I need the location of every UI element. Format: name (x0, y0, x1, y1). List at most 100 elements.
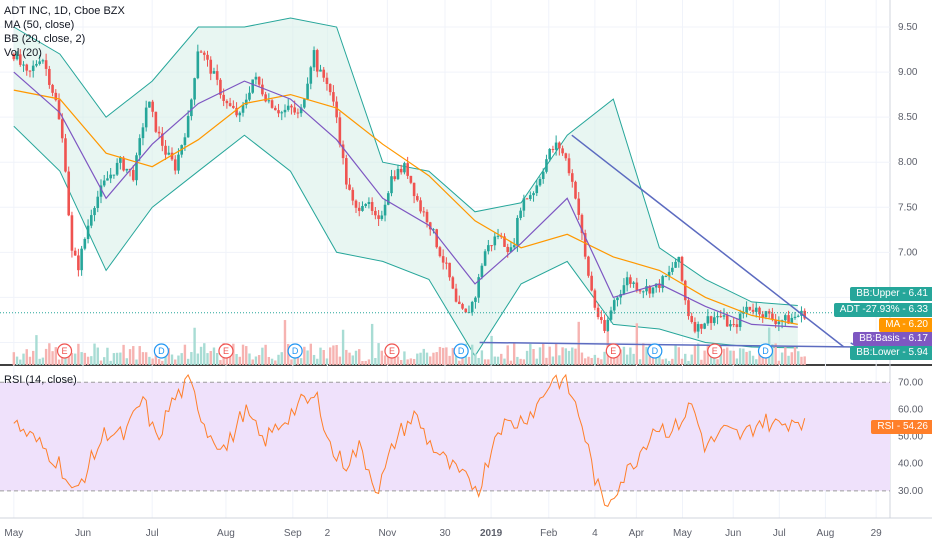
candle[interactable] (138, 134, 142, 162)
candle[interactable] (461, 302, 464, 310)
candle[interactable] (493, 231, 497, 251)
candle[interactable] (199, 49, 203, 53)
candle[interactable] (641, 290, 645, 299)
candle[interactable] (590, 271, 593, 292)
candle[interactable] (77, 248, 80, 277)
candle[interactable] (54, 89, 58, 102)
dividend-marker[interactable]: D (153, 343, 169, 359)
candle[interactable] (22, 61, 25, 72)
candle[interactable] (690, 312, 694, 324)
candle[interactable] (709, 315, 713, 330)
candle[interactable] (561, 145, 564, 156)
candle[interactable] (335, 96, 338, 124)
candle[interactable] (377, 209, 380, 227)
candle[interactable] (687, 296, 690, 320)
candle[interactable] (348, 177, 351, 191)
candle[interactable] (558, 141, 561, 156)
candle[interactable] (529, 191, 532, 201)
candle[interactable] (435, 228, 438, 249)
candle[interactable] (600, 310, 603, 324)
candle[interactable] (632, 281, 635, 288)
candle[interactable] (286, 98, 290, 112)
candle[interactable] (261, 78, 264, 97)
rsi-pane[interactable]: 30.00 40.00 50.00 60.00 70.00 (0, 373, 923, 508)
candle[interactable] (125, 168, 129, 173)
candle[interactable] (545, 154, 548, 174)
candle[interactable] (370, 197, 374, 216)
candle[interactable] (700, 323, 703, 334)
candle[interactable] (309, 65, 313, 90)
candle[interactable] (603, 314, 606, 334)
candle[interactable] (651, 287, 655, 298)
candle[interactable] (283, 104, 287, 118)
candle[interactable] (144, 100, 148, 132)
candle[interactable] (483, 249, 487, 267)
earnings-marker[interactable]: E (218, 343, 234, 359)
candle[interactable] (322, 67, 326, 82)
candle[interactable] (713, 311, 716, 326)
candle[interactable] (338, 111, 342, 148)
candle[interactable] (90, 209, 93, 229)
candle[interactable] (112, 174, 116, 179)
candle[interactable] (277, 103, 280, 118)
candle[interactable] (109, 167, 112, 184)
candle[interactable] (525, 197, 529, 200)
candle[interactable] (667, 265, 671, 281)
candle[interactable] (244, 93, 248, 109)
earnings-marker[interactable]: E (56, 343, 73, 359)
candle[interactable] (570, 169, 574, 188)
candle[interactable] (173, 155, 177, 175)
candle[interactable] (487, 239, 490, 255)
candle[interactable] (319, 64, 322, 72)
candle[interactable] (787, 310, 790, 324)
candle[interactable] (729, 319, 732, 331)
candle[interactable] (215, 64, 219, 86)
candle[interactable] (383, 199, 387, 222)
candle[interactable] (457, 295, 461, 305)
candle[interactable] (41, 58, 45, 64)
candle[interactable] (254, 72, 258, 85)
candle[interactable] (706, 309, 710, 326)
candle[interactable] (209, 56, 213, 81)
candle[interactable] (64, 133, 67, 173)
candle[interactable] (803, 308, 806, 320)
candle[interactable] (480, 263, 484, 280)
time-axis[interactable]: May Jun Jul Aug Sep 2 Nov 30 2019 Feb 4 Apr May Jun Ju… (0, 517, 932, 539)
candle[interactable] (67, 166, 71, 217)
indicator-vol-label[interactable]: Vol (20) (4, 47, 42, 59)
candle[interactable] (777, 316, 781, 332)
candle[interactable] (606, 316, 610, 332)
rsi-label[interactable]: RSI (14, close) (4, 374, 77, 386)
candle[interactable] (564, 152, 568, 161)
candle[interactable] (80, 245, 83, 276)
candle[interactable] (357, 202, 361, 217)
candle[interactable] (419, 197, 422, 214)
candle[interactable] (519, 207, 522, 221)
candle[interactable] (248, 86, 251, 102)
candle[interactable] (35, 60, 38, 68)
candle[interactable] (73, 247, 77, 256)
dividend-marker[interactable]: D (757, 343, 774, 359)
candle[interactable] (86, 219, 90, 244)
candle[interactable] (57, 93, 61, 120)
candle[interactable] (196, 44, 200, 80)
candle[interactable] (671, 262, 674, 275)
candle[interactable] (593, 288, 597, 311)
dividend-marker[interactable]: D (287, 343, 303, 359)
candle[interactable] (438, 245, 442, 258)
candle[interactable] (186, 110, 190, 138)
indicator-ma-label[interactable]: MA (50, close) (4, 19, 75, 31)
candle[interactable] (677, 256, 681, 268)
candle[interactable] (48, 65, 51, 89)
candle[interactable] (164, 139, 167, 160)
candle[interactable] (119, 155, 122, 170)
candle[interactable] (674, 259, 677, 268)
candle[interactable] (28, 70, 32, 78)
earnings-marker[interactable]: E (707, 343, 723, 359)
candle[interactable] (131, 165, 135, 182)
candle[interactable] (141, 123, 145, 146)
candle[interactable] (680, 255, 684, 283)
candle[interactable] (345, 154, 348, 190)
candle[interactable] (170, 147, 174, 161)
